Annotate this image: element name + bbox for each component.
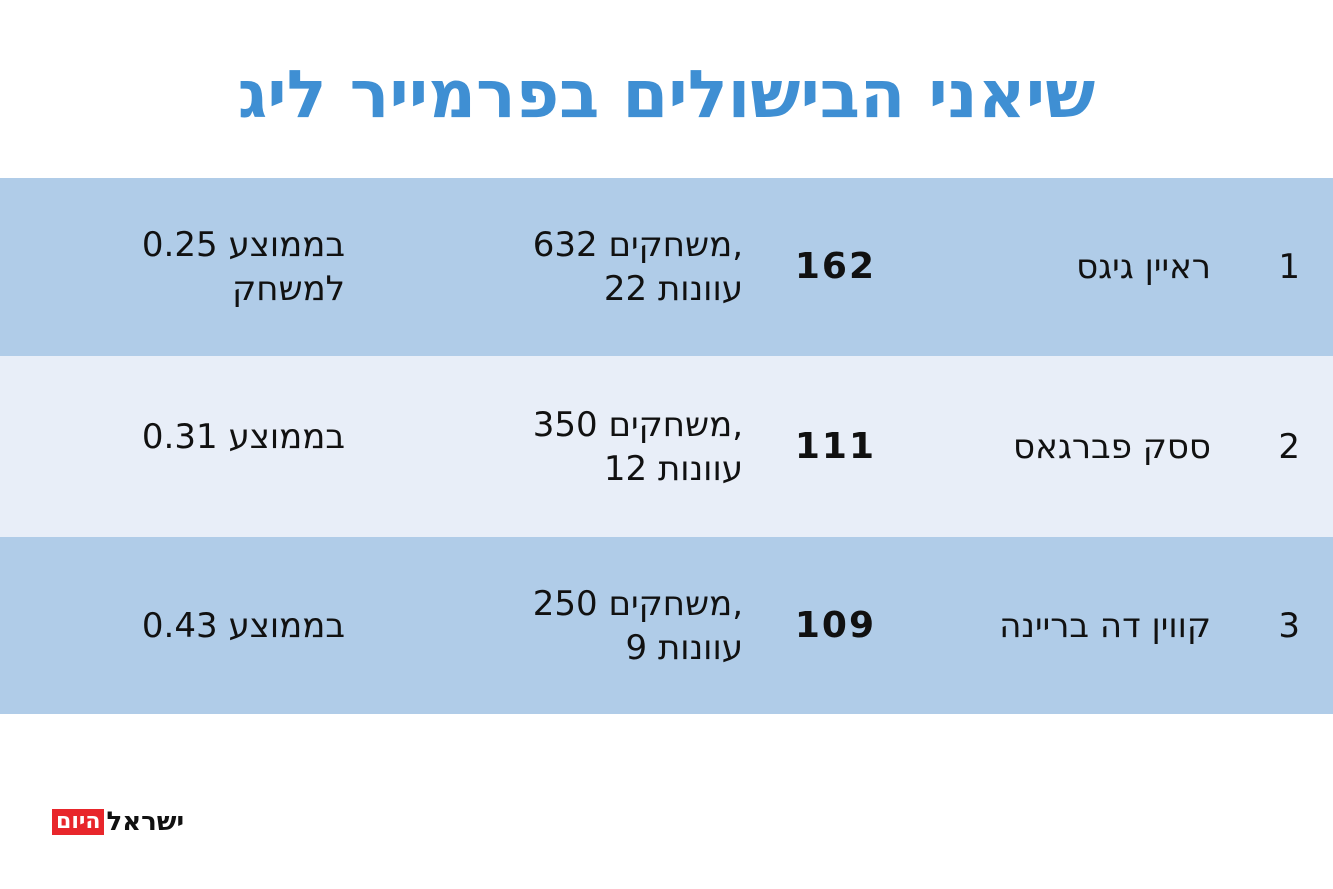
assists-value: 162 <box>794 246 876 287</box>
average-suffix: למשחק <box>232 269 345 309</box>
average-value: 0.25 בממוצע <box>141 225 345 265</box>
rank: 2 <box>1278 426 1300 467</box>
page-title: שיאני הבישולים בפרמייר ליג <box>237 56 1096 133</box>
rank: 3 <box>1278 605 1300 646</box>
player-name: ראיין גיגס <box>1076 247 1211 287</box>
seasons-count: 12 עוונות <box>603 448 743 489</box>
table-row: 1 ראיין גיגס 162 632 משחקים, 22 עוונות 0… <box>0 178 1333 356</box>
logo-red-part: היום <box>52 809 105 835</box>
games-count: 632 משחקים, <box>532 225 743 265</box>
player-name: קווין דה בריינה <box>999 605 1211 646</box>
average-info: 0.25 בממוצע למשחק <box>142 223 345 311</box>
games-count: 350 משחקים, <box>532 404 743 445</box>
games-info: 350 משחקים, 12 עוונות <box>533 403 743 491</box>
average-value: 0.31 בממוצע <box>141 416 345 457</box>
average-info: 0.43 בממוצע <box>142 604 345 648</box>
average-info: 0.31 בממוצע <box>142 415 345 459</box>
assists-value: 109 <box>794 604 876 646</box>
games-info: 250 משחקים, 9 עוונות <box>533 582 743 670</box>
games-count: 250 משחקים, <box>532 583 743 624</box>
average-value: 0.43 בממוצע <box>141 605 345 646</box>
seasons-count: 9 עוונות <box>625 627 744 668</box>
player-name: ססק פברגאס <box>1013 426 1211 467</box>
israel-hayom-logo: היום ישראל <box>52 807 185 837</box>
table-row: 2 ססק פברגאס 111 350 משחקים, 12 עוונות 0… <box>0 356 1333 537</box>
logo-black-part: ישראל <box>106 807 185 837</box>
seasons-count: 22 עוונות <box>603 269 743 309</box>
assists-value: 111 <box>794 425 876 467</box>
games-info: 632 משחקים, 22 עוונות <box>533 223 743 311</box>
rank: 1 <box>1278 247 1300 287</box>
table-row: 3 קווין דה בריינה 109 250 משחקים, 9 עוונ… <box>0 537 1333 714</box>
